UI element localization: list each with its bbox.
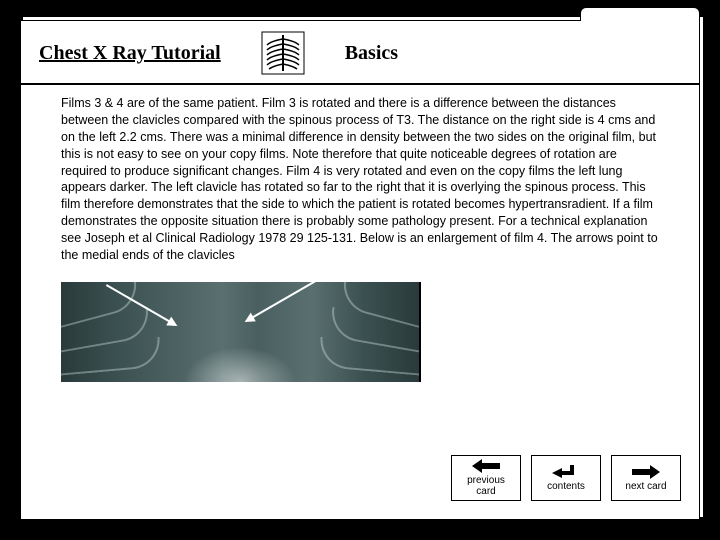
header: Chest X Ray Tutorial Basics [21, 21, 699, 85]
arrow-left-icon [472, 459, 500, 473]
tutorial-card: Chest X Ray Tutorial Basics Films 3 & 4 [20, 20, 700, 520]
body-text: Films 3 & 4 are of the same patient. Fil… [21, 85, 699, 264]
contents-button[interactable]: contents [531, 455, 601, 501]
nav-label: contents [547, 481, 585, 492]
next-card-button[interactable]: next card [611, 455, 681, 501]
nav-label: next card [625, 481, 666, 492]
card-tab [580, 7, 700, 21]
title-sub: Basics [345, 42, 398, 65]
previous-card-button[interactable]: previous card [451, 455, 521, 501]
arrow-right-clavicle [246, 282, 316, 322]
arrow-return-icon [552, 465, 580, 479]
arrow-right-icon [632, 465, 660, 479]
xray-enlargement-image [61, 282, 421, 382]
chest-xray-icon [261, 31, 305, 75]
title-main: Chest X Ray Tutorial [39, 42, 221, 65]
nav-label: previous card [467, 475, 505, 497]
nav-bar: previous card contents next card [451, 455, 681, 501]
